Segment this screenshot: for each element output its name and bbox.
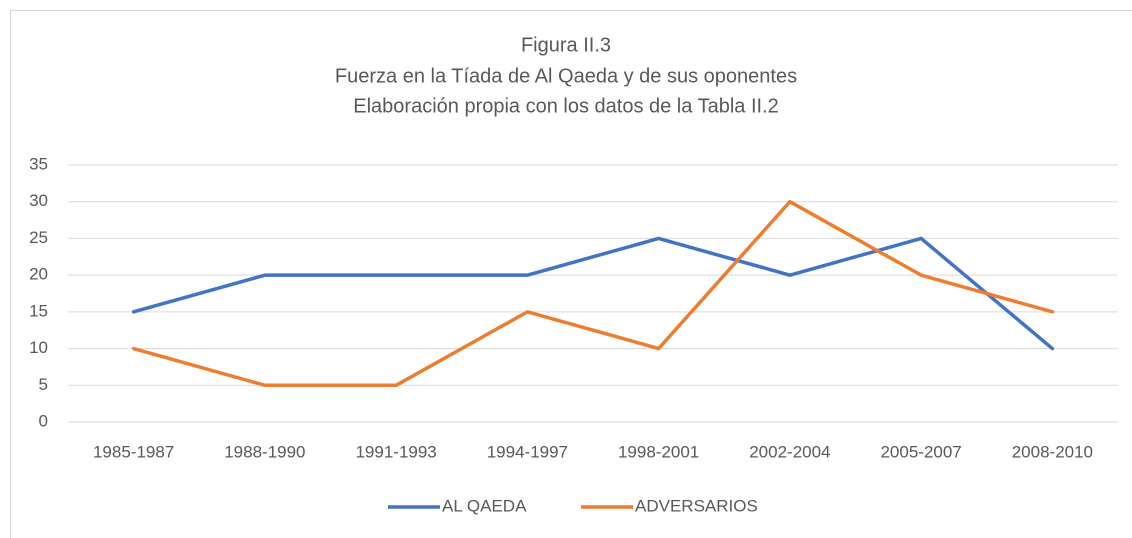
x-tick-label: 1988-1990: [224, 442, 305, 461]
y-tick-label: 15: [29, 301, 48, 320]
legend-label: AL QAEDA: [442, 496, 527, 515]
y-tick-label: 30: [29, 191, 48, 210]
x-tick-label: 1991-1993: [355, 442, 436, 461]
chart-subtitle: Elaboración propia con los datos de la T…: [353, 95, 778, 117]
series-line: [131, 199, 1055, 388]
x-tick-label: 1985-1987: [93, 442, 174, 461]
y-tick-label: 25: [29, 228, 48, 247]
chart-border: [10, 10, 1132, 538]
series-line: [131, 236, 1055, 351]
y-tick-label: 5: [39, 375, 48, 394]
chart-title: Figura II.3: [521, 34, 611, 56]
y-tick-label: 20: [29, 265, 48, 284]
chart-subtitle: Fuerza en la Tíada de Al Qaeda y de sus …: [335, 65, 797, 87]
x-tick-label: 2002-2004: [749, 442, 830, 461]
x-tick-label: 2008-2010: [1012, 442, 1093, 461]
x-tick-label: 1994-1997: [487, 442, 568, 461]
x-tick-label: 1998-2001: [618, 442, 699, 461]
y-tick-label: 0: [39, 411, 48, 430]
x-tick-label: 2005-2007: [880, 442, 961, 461]
y-tick-label: 10: [29, 338, 48, 357]
legend-label: ADVERSARIOS: [635, 496, 758, 515]
y-tick-label: 35: [29, 154, 48, 173]
